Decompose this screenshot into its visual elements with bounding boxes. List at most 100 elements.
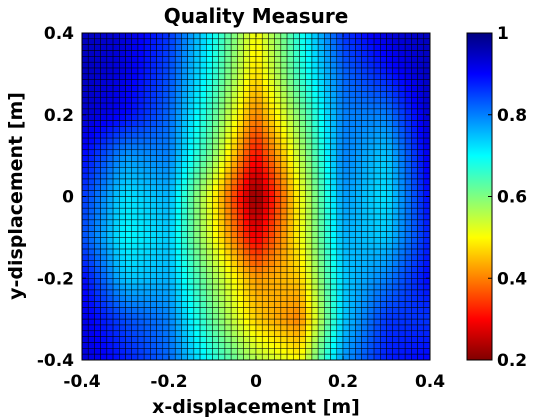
heatmap-cell — [386, 73, 393, 80]
heatmap-cell — [156, 283, 164, 291]
heatmap-cell — [392, 102, 400, 110]
heatmap-cell — [100, 91, 108, 98]
heatmap-cell — [342, 318, 350, 326]
heatmap-cell — [94, 79, 101, 86]
heatmap-cell — [355, 161, 362, 168]
heatmap-cell — [261, 272, 269, 279]
heatmap-cell — [100, 67, 108, 75]
heatmap-cell — [131, 132, 139, 139]
heatmap-cell — [398, 318, 406, 326]
heatmap-cell — [162, 167, 170, 174]
heatmap-cell — [261, 132, 269, 139]
heatmap-cell — [94, 237, 101, 244]
heatmap-cell — [106, 207, 114, 215]
heatmap-cell — [87, 91, 95, 98]
heatmap-cell — [411, 56, 418, 63]
heatmap-cell — [156, 278, 164, 285]
heatmap-cell — [181, 353, 188, 361]
heatmap-cell — [380, 155, 387, 162]
heatmap-cell — [311, 237, 319, 244]
heatmap-cell — [81, 342, 89, 349]
heatmap-cell — [386, 213, 393, 221]
heatmap-cell — [261, 126, 269, 133]
heatmap-cell — [274, 85, 282, 92]
heatmap-cell — [367, 56, 375, 63]
heatmap-cell — [112, 161, 120, 168]
heatmap-cell — [417, 155, 425, 162]
heatmap-cell — [143, 301, 151, 308]
heatmap-cell — [112, 184, 120, 191]
heatmap-cell — [212, 38, 219, 45]
heatmap-cell — [243, 313, 251, 320]
heatmap-cell — [423, 167, 431, 174]
heatmap-cell — [280, 56, 288, 63]
heatmap-cell — [355, 295, 362, 302]
heatmap-cell — [330, 184, 338, 191]
heatmap-cell — [305, 318, 313, 326]
heatmap-cell — [162, 44, 170, 51]
heatmap-cell — [237, 102, 244, 110]
heatmap-cell — [137, 242, 145, 250]
heatmap-cell — [137, 213, 145, 221]
heatmap-cell — [137, 85, 145, 92]
heatmap-cell — [181, 318, 188, 326]
heatmap-cell — [243, 301, 251, 308]
heatmap-cell — [386, 324, 393, 332]
heatmap-cell — [330, 161, 338, 168]
heatmap-cell — [255, 126, 263, 133]
heatmap-cell — [274, 318, 282, 326]
heatmap-cell — [255, 313, 263, 320]
heatmap-cell — [355, 301, 362, 308]
heatmap-cell — [224, 342, 232, 349]
heatmap-cell — [237, 67, 244, 75]
heatmap-cell — [261, 44, 269, 51]
heatmap-cell — [100, 301, 108, 308]
heatmap-cell — [174, 73, 182, 80]
heatmap-cell — [143, 213, 151, 221]
heatmap-cell — [417, 96, 425, 104]
heatmap-cell — [367, 289, 375, 297]
heatmap-cell — [181, 184, 188, 191]
heatmap-cell — [280, 289, 288, 297]
heatmap-cell — [218, 96, 226, 104]
heatmap-cell — [119, 167, 126, 174]
heatmap-cell — [119, 237, 126, 244]
heatmap-cell — [367, 91, 375, 98]
heatmap-cell — [255, 196, 263, 203]
heatmap-cell — [361, 324, 369, 332]
heatmap-cell — [336, 353, 344, 361]
heatmap-cell — [125, 231, 132, 238]
heatmap-cell — [367, 161, 375, 168]
heatmap-cell — [224, 318, 232, 326]
heatmap-cell — [112, 137, 120, 145]
heatmap-cell — [367, 44, 375, 51]
heatmap-cell — [336, 237, 344, 244]
heatmap-cell — [305, 330, 313, 337]
heatmap-cell — [417, 342, 425, 349]
heatmap-cell — [174, 219, 182, 226]
heatmap-cell — [311, 38, 319, 45]
heatmap-cell — [150, 254, 157, 261]
heatmap-cell — [143, 266, 151, 273]
heatmap-cell — [94, 38, 101, 45]
heatmap-cell — [280, 114, 288, 121]
heatmap-cell — [261, 307, 269, 314]
heatmap-cell — [380, 260, 387, 267]
heatmap-cell — [131, 38, 139, 45]
heatmap-cell — [317, 126, 325, 133]
heatmap-cell — [274, 132, 282, 139]
heatmap-cell — [404, 114, 412, 121]
heatmap-cell — [218, 44, 226, 51]
heatmap-cell — [218, 318, 226, 326]
heatmap-cell — [367, 137, 375, 145]
heatmap-cell — [212, 96, 219, 104]
heatmap-cell — [94, 190, 101, 197]
heatmap-cell — [187, 143, 195, 151]
heatmap-cell — [342, 301, 350, 308]
heatmap-cell — [206, 324, 213, 332]
heatmap-cell — [392, 330, 400, 337]
heatmap-cell — [392, 38, 400, 45]
heatmap-cell — [404, 108, 412, 116]
heatmap-cell — [162, 184, 170, 191]
y-tick-label: -0.4 — [37, 351, 74, 371]
